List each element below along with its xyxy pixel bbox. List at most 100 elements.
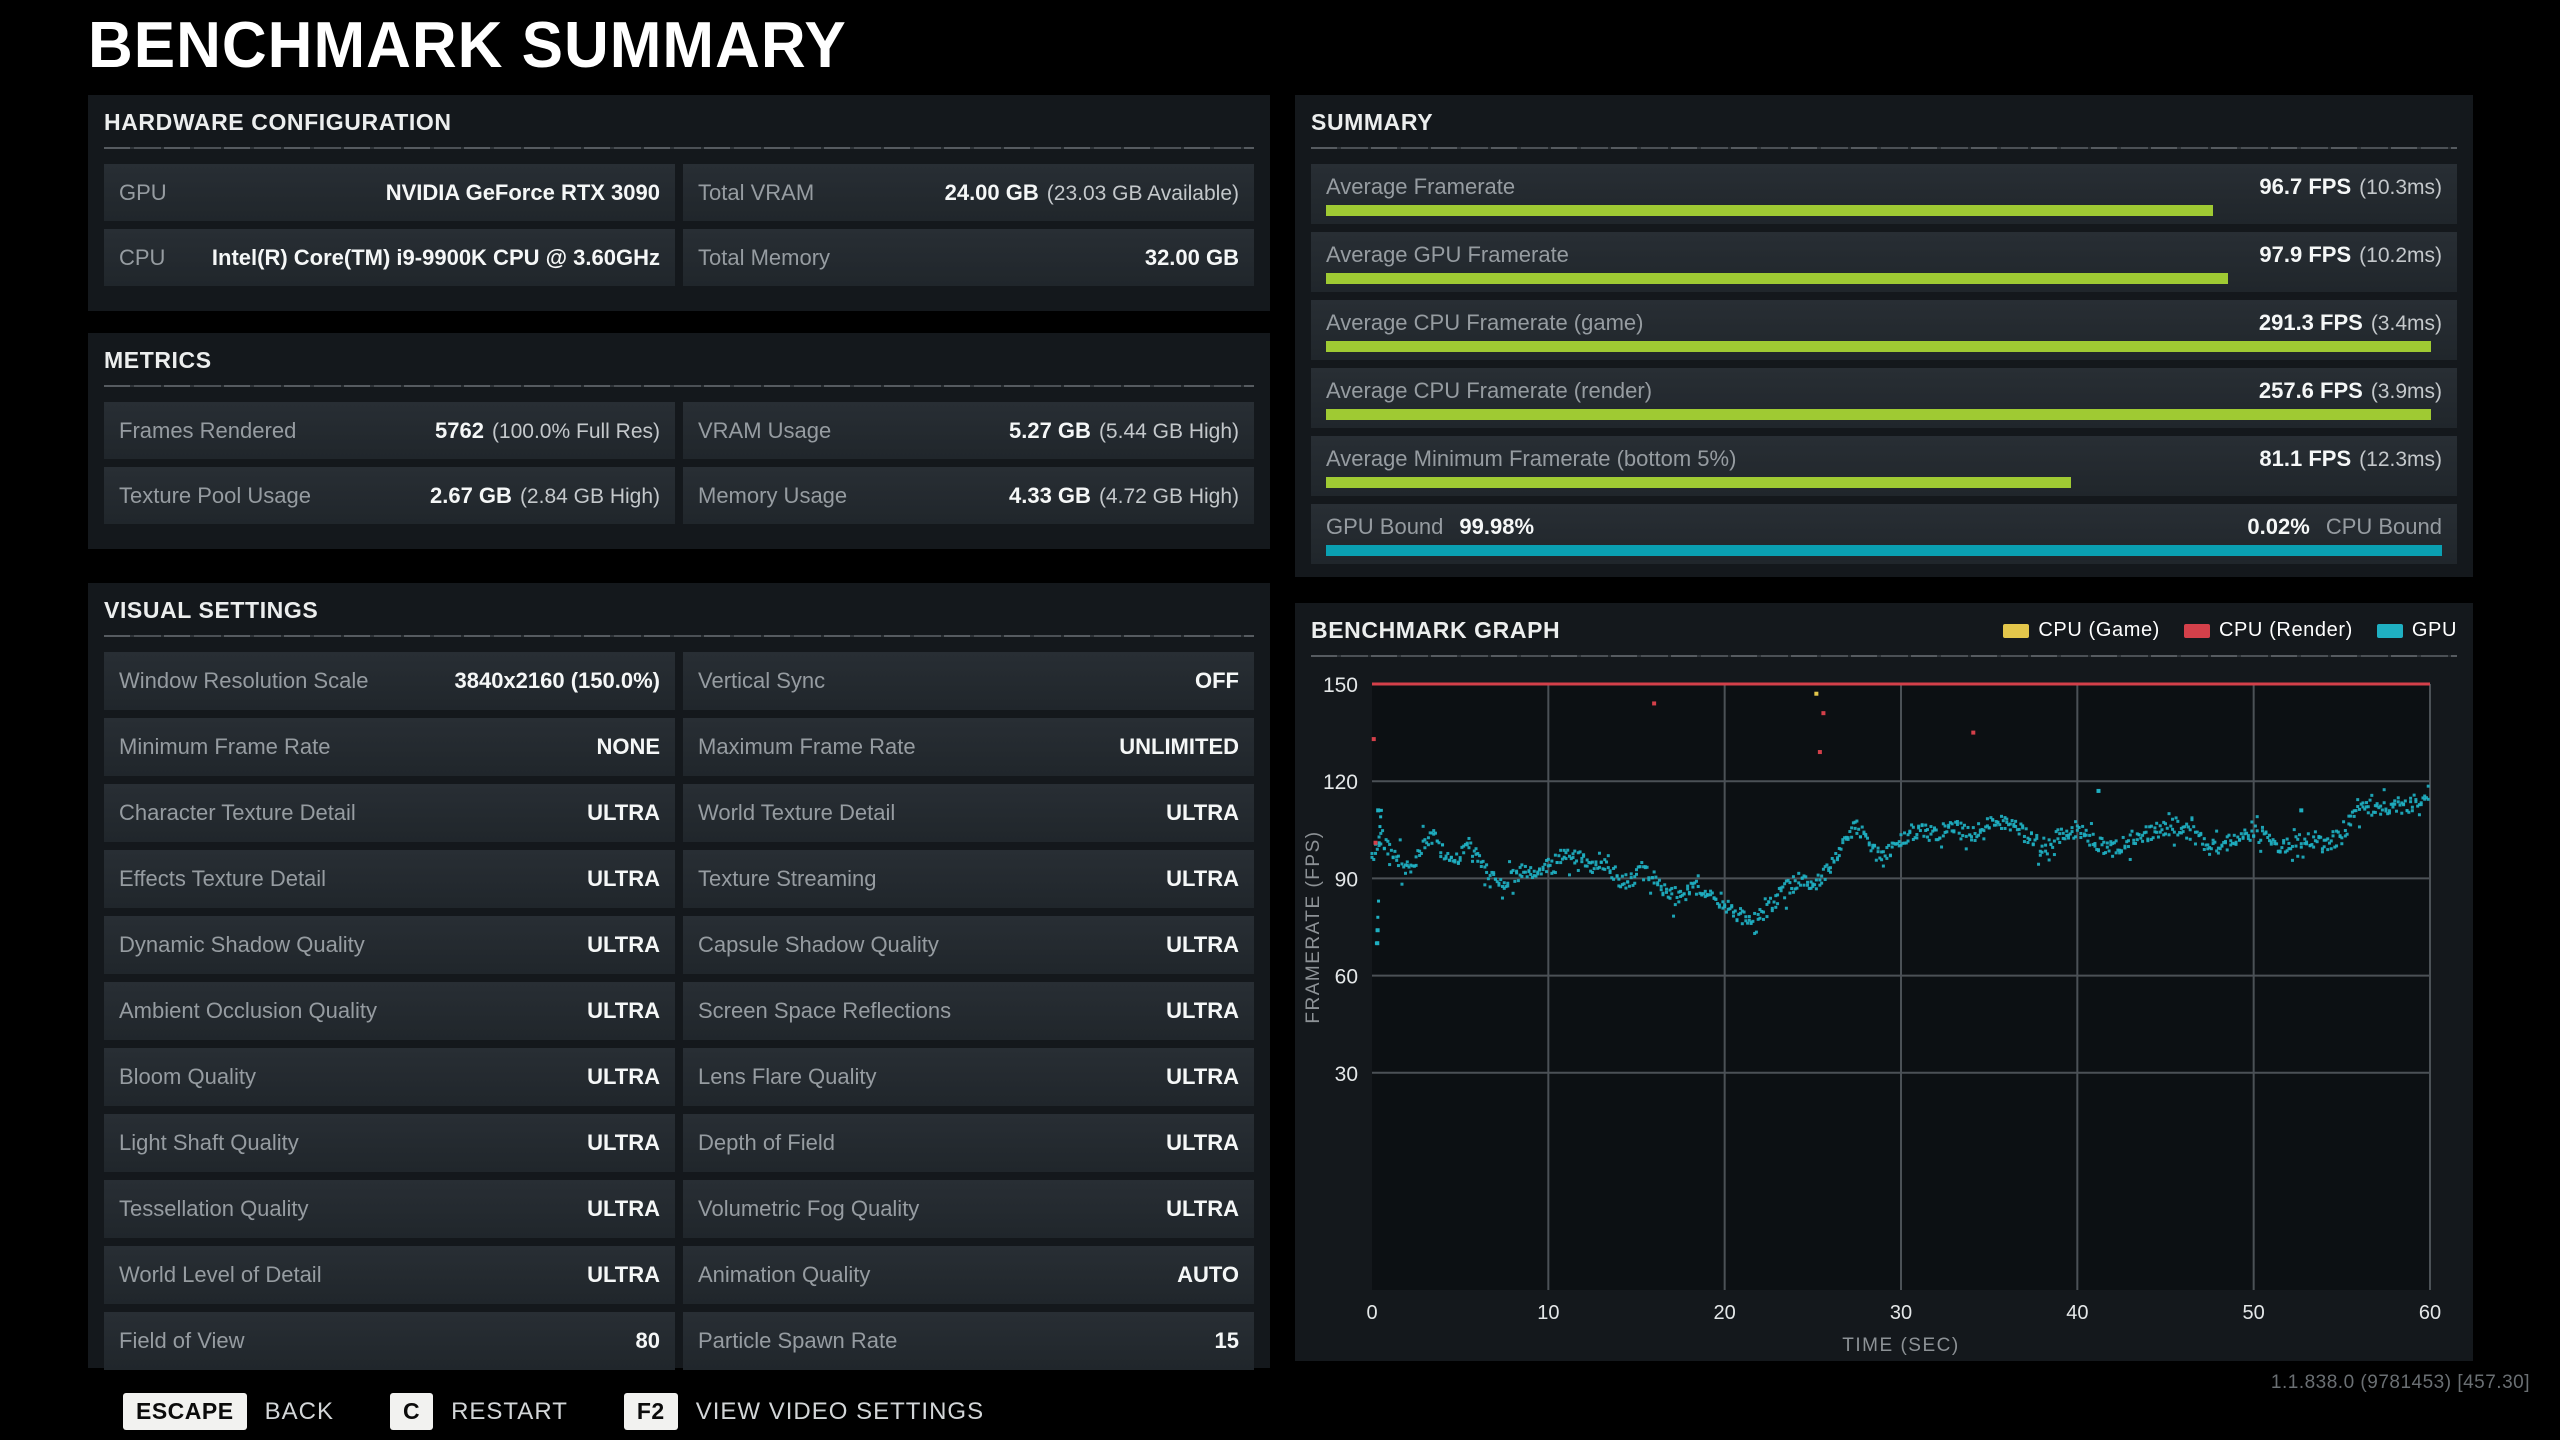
gpu-bound-label: GPU Bound	[1326, 514, 1444, 539]
setting-screen-space-reflections: Screen Space Reflections ULTRA	[683, 982, 1254, 1040]
section-divider	[1311, 655, 2457, 657]
setting-vertical-sync: Vertical Sync OFF	[683, 652, 1254, 710]
setting-texture-streaming: Texture Streaming ULTRA	[683, 850, 1254, 908]
setting-maximum-frame-rate: Maximum Frame Rate UNLIMITED	[683, 718, 1254, 776]
footer-bar: ESCAPE BACK C RESTART F2 VIEW VIDEO SETT…	[123, 1393, 984, 1430]
cpu-game-swatch	[2003, 623, 2030, 638]
setting-effects-texture-detail: Effects Texture Detail ULTRA	[104, 850, 675, 908]
gpu-bound-value: 99.98%	[1459, 514, 1535, 539]
cpu-bound-label: CPU Bound	[2325, 514, 2442, 539]
cpu-row: CPU Intel(R) Core(TM) i9-9900K CPU @ 3.6…	[104, 229, 675, 286]
total-memory-row: Total Memory 32.00 GB	[683, 229, 1254, 286]
total-vram-value: 24.00 GB (23.03 GB Available)	[944, 179, 1239, 205]
svg-text:30: 30	[1890, 1302, 1912, 1324]
restart-button[interactable]: C RESTART	[389, 1393, 568, 1430]
setting-animation-quality: Animation Quality AUTO	[683, 1246, 1254, 1304]
frames-rendered-row: Frames Rendered 5762 (100.0% Full Res)	[104, 402, 675, 459]
benchmark-graph-header: BENCHMARK GRAPH	[1311, 617, 1561, 643]
svg-text:TIME (SEC): TIME (SEC)	[1842, 1335, 1959, 1356]
svg-text:50: 50	[2243, 1302, 2265, 1324]
svg-text:30: 30	[1335, 1063, 1358, 1086]
summary-panel: SUMMARY Average Framerate 96.7 FPS (10.3m…	[1295, 95, 2473, 577]
build-version: 1.1.838.0 (9781453) [457.30]	[2270, 1372, 2530, 1393]
framerate-bar	[1326, 409, 2431, 420]
total-vram-label: Total VRAM	[698, 179, 815, 205]
setting-depth-of-field: Depth of Field ULTRA	[683, 1114, 1254, 1172]
setting-capsule-shadow-quality: Capsule Shadow Quality ULTRA	[683, 916, 1254, 974]
cpu-value: Intel(R) Core(TM) i9-9900K CPU @ 3.60GHz	[211, 244, 660, 270]
cpu-bound-value: 0.02%	[2247, 514, 2310, 539]
setting-volumetric-fog-quality: Volumetric Fog Quality ULTRA	[683, 1180, 1254, 1238]
total-memory-value: 32.00 GB	[1144, 244, 1239, 270]
framerate-chart: 150 120 90 60 30 0 10 20 30 40 50 60 TIME (SEC) FRAME…	[1303, 674, 2441, 1356]
setting-light-shaft-quality: Light Shaft Quality ULTRA	[104, 1114, 675, 1172]
legend-cpu-game: CPU (Game)	[2003, 619, 2160, 642]
summary-header: SUMMARY	[1311, 109, 1434, 135]
gpu-bound-bar	[1326, 545, 2442, 556]
framerate-bar	[1326, 273, 2228, 284]
section-divider	[1311, 147, 2457, 149]
average-minimum-framerate-row: Average Minimum Framerate (bottom 5%) 81…	[1311, 436, 2457, 496]
svg-text:10: 10	[1537, 1302, 1559, 1324]
gpu-swatch	[2376, 623, 2403, 638]
page-title: BENCHMARK SUMMARY	[88, 9, 847, 82]
average-framerate-row: Average Framerate 96.7 FPS (10.3ms)	[1311, 164, 2457, 224]
setting-character-texture-detail: Character Texture Detail ULTRA	[104, 784, 675, 842]
graph-legend: CPU (Game) CPU (Render) GPU	[2003, 619, 2457, 642]
svg-text:60: 60	[2419, 1302, 2441, 1324]
section-divider	[104, 385, 1254, 387]
svg-text:FRAMERATE (FPS): FRAMERATE (FPS)	[1303, 830, 1324, 1023]
gpu-label: GPU	[119, 179, 167, 205]
texture-pool-usage-row: Texture Pool Usage 2.67 GB (2.84 GB High)	[104, 467, 675, 524]
metrics-panel: METRICS Frames Rendered 5762 (100.0% Full…	[88, 333, 1270, 549]
back-button[interactable]: ESCAPE BACK	[123, 1393, 334, 1430]
svg-text:40: 40	[2066, 1302, 2088, 1324]
memory-usage-row: Memory Usage 4.33 GB (4.72 GB High)	[683, 467, 1254, 524]
legend-cpu-render: CPU (Render)	[2183, 619, 2353, 642]
average-cpu-game-framerate-row: Average CPU Framerate (game) 291.3 FPS (3…	[1311, 300, 2457, 360]
f2-key-badge: F2	[623, 1393, 678, 1430]
average-gpu-framerate-row: Average GPU Framerate 97.9 FPS (10.2ms)	[1311, 232, 2457, 292]
vram-usage-row: VRAM Usage 5.27 GB (5.44 GB High)	[683, 402, 1254, 459]
total-vram-row: Total VRAM 24.00 GB (23.03 GB Available)	[683, 164, 1254, 221]
setting-lens-flare-quality: Lens Flare Quality ULTRA	[683, 1048, 1254, 1106]
cpu-render-swatch	[2183, 623, 2210, 638]
svg-text:150: 150	[1323, 674, 1358, 697]
total-memory-label: Total Memory	[698, 244, 831, 270]
gpu-value: NVIDIA GeForce RTX 3090	[385, 179, 660, 205]
gpu-row: GPU NVIDIA GeForce RTX 3090	[104, 164, 675, 221]
section-divider	[104, 147, 1254, 149]
hardware-header: HARDWARE CONFIGURATION	[104, 109, 452, 135]
metrics-header: METRICS	[104, 347, 212, 373]
cpu-label: CPU	[119, 244, 166, 270]
svg-text:20: 20	[1714, 1302, 1736, 1324]
svg-text:60: 60	[1335, 966, 1358, 989]
view-video-settings-button[interactable]: F2 VIEW VIDEO SETTINGS	[623, 1393, 984, 1430]
visual-settings-panel: VISUAL SETTINGS Window Resolution Scale 3…	[88, 583, 1270, 1370]
setting-ambient-occlusion-quality: Ambient Occlusion Quality ULTRA	[104, 982, 675, 1040]
section-divider	[104, 635, 1254, 637]
svg-text:120: 120	[1323, 771, 1358, 794]
visual-settings-header: VISUAL SETTINGS	[104, 597, 319, 623]
setting-world-level-of-detail: World Level of Detail ULTRA	[104, 1246, 675, 1304]
escape-key-badge: ESCAPE	[123, 1393, 247, 1430]
gpu-bound-row: GPU Bound 99.98% 0.02% CPU Bound	[1311, 504, 2457, 564]
framerate-bar	[1326, 205, 2214, 216]
setting-tessellation-quality: Tessellation Quality ULTRA	[104, 1180, 675, 1238]
c-key-badge: C	[389, 1393, 434, 1430]
setting-field-of-view: Field of View 80	[104, 1312, 675, 1370]
legend-gpu: GPU	[2376, 619, 2457, 642]
framerate-bar	[1326, 341, 2431, 352]
framerate-bar	[1326, 477, 2072, 488]
setting-minimum-frame-rate: Minimum Frame Rate NONE	[104, 718, 675, 776]
setting-dynamic-shadow-quality: Dynamic Shadow Quality ULTRA	[104, 916, 675, 974]
benchmark-graph-panel: BENCHMARK GRAPH CPU (Game) CPU (Render) …	[1295, 603, 2473, 1361]
hardware-configuration-panel: HARDWARE CONFIGURATION GPU NVIDIA GeForc…	[88, 95, 1270, 311]
setting-window-resolution-scale: Window Resolution Scale 3840x2160 (150.0%…	[104, 652, 675, 710]
setting-world-texture-detail: World Texture Detail ULTRA	[683, 784, 1254, 842]
setting-particle-spawn-rate: Particle Spawn Rate 15	[683, 1312, 1254, 1370]
setting-bloom-quality: Bloom Quality ULTRA	[104, 1048, 675, 1106]
svg-text:0: 0	[1366, 1302, 1377, 1324]
average-cpu-render-framerate-row: Average CPU Framerate (render) 257.6 FPS…	[1311, 368, 2457, 428]
svg-text:90: 90	[1335, 868, 1358, 891]
